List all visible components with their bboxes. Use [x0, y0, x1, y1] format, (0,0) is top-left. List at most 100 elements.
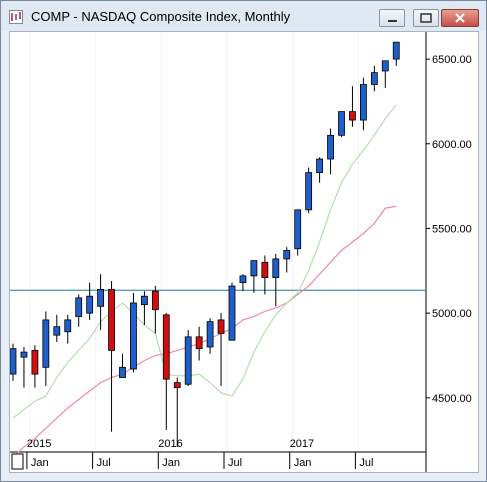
candle: [184, 330, 192, 386]
candle-body: [228, 285, 236, 341]
month-label: Jan: [294, 457, 312, 469]
candle-body: [97, 289, 104, 307]
candle-body: [272, 258, 280, 278]
candle-body: [294, 209, 302, 250]
moving-average-short: [12, 104, 397, 419]
month-label: Jan: [31, 457, 49, 469]
candle: [316, 157, 324, 183]
candle-body: [370, 72, 378, 85]
candle: [97, 274, 104, 331]
candle-body: [195, 336, 203, 350]
candle-body: [184, 336, 192, 385]
candle-body: [86, 295, 94, 314]
candle-body: [392, 41, 400, 60]
month-label: Jul: [359, 457, 373, 469]
candle-body: [327, 134, 334, 160]
candle-body: [206, 321, 214, 348]
candle: [228, 282, 236, 341]
candle: [261, 255, 269, 295]
candle: [195, 326, 203, 361]
month-label: Jul: [228, 457, 242, 469]
candle-body: [250, 260, 258, 277]
candle-body: [381, 60, 389, 72]
close-icon: [455, 13, 465, 23]
price-axis: 6500.00 6000.00 5500.00 5000.00 4500.00: [426, 54, 472, 405]
candle-body: [283, 250, 291, 260]
maximize-icon: [420, 13, 432, 23]
chart-icon: [9, 10, 23, 24]
candle-body: [305, 172, 313, 211]
candle-body: [140, 295, 148, 306]
candle: [130, 292, 137, 373]
candle: [119, 353, 126, 378]
candle: [392, 41, 400, 66]
candle: [151, 286, 159, 334]
candle-body: [338, 111, 345, 136]
corner-box[interactable]: [11, 453, 24, 470]
candle: [381, 60, 389, 88]
candle-body: [173, 382, 181, 389]
candle: [294, 209, 302, 256]
candle: [75, 294, 83, 327]
candle: [359, 77, 367, 131]
candle: [42, 311, 50, 386]
candle-body: [130, 302, 137, 370]
candle: [327, 128, 334, 175]
candle-body: [64, 319, 72, 333]
candle: [53, 314, 61, 342]
candle: [217, 313, 225, 386]
candle: [31, 345, 39, 388]
candle-body: [31, 349, 39, 375]
minimize-button[interactable]: [379, 9, 405, 27]
candle-body: [20, 351, 28, 358]
candles: [9, 41, 400, 447]
chart-area[interactable]: 6500.00 6000.00 5500.00 5000.00 4500.00 2015…: [9, 31, 479, 473]
candle-body: [316, 158, 324, 173]
year-label: 2016: [158, 438, 182, 450]
candle-body: [42, 319, 50, 368]
candle: [140, 291, 148, 325]
candle: [206, 318, 214, 354]
candle-body: [261, 261, 269, 278]
candle-body: [108, 289, 115, 351]
candle-body: [119, 366, 126, 378]
candle-body: [217, 319, 225, 334]
close-button[interactable]: [441, 9, 479, 27]
candle: [250, 260, 258, 293]
candle: [9, 343, 17, 381]
candle: [370, 65, 378, 92]
month-label: Jul: [97, 457, 111, 469]
candle: [108, 280, 115, 432]
candle: [239, 274, 247, 292]
time-axis: 2015 2016 2017 Jan Jul Jan Jul Jan Jul: [26, 438, 373, 469]
year-label: 2017: [290, 438, 314, 450]
title-bar[interactable]: COMP - NASDAQ Composite Index, Monthly: [1, 1, 486, 31]
candle: [349, 86, 356, 127]
candlestick-chart[interactable]: 6500.00 6000.00 5500.00 5000.00 4500.00 2015…: [9, 32, 478, 472]
candle-body: [75, 297, 83, 317]
year-label: 2015: [27, 438, 51, 450]
candle-body: [162, 314, 170, 380]
candle-body: [359, 84, 367, 121]
candle: [20, 347, 28, 388]
y-tick-label: 6000.00: [432, 139, 472, 151]
candle-body: [53, 326, 61, 336]
chart-gridlines: [29, 32, 359, 452]
candle-body: [151, 290, 159, 311]
candle: [162, 313, 170, 430]
minimize-icon: [388, 20, 397, 22]
candle: [173, 377, 181, 447]
candle: [283, 247, 291, 273]
candle: [338, 111, 345, 137]
candle: [272, 253, 280, 307]
candle: [64, 314, 72, 344]
moving-average-long: [12, 205, 397, 458]
y-tick-label: 5000.00: [432, 308, 472, 320]
maximize-button[interactable]: [413, 9, 439, 27]
candle-body: [349, 111, 356, 121]
month-label: Jan: [162, 457, 180, 469]
y-tick-label: 6500.00: [432, 54, 472, 66]
candle-body: [9, 348, 17, 375]
candle: [305, 167, 313, 214]
